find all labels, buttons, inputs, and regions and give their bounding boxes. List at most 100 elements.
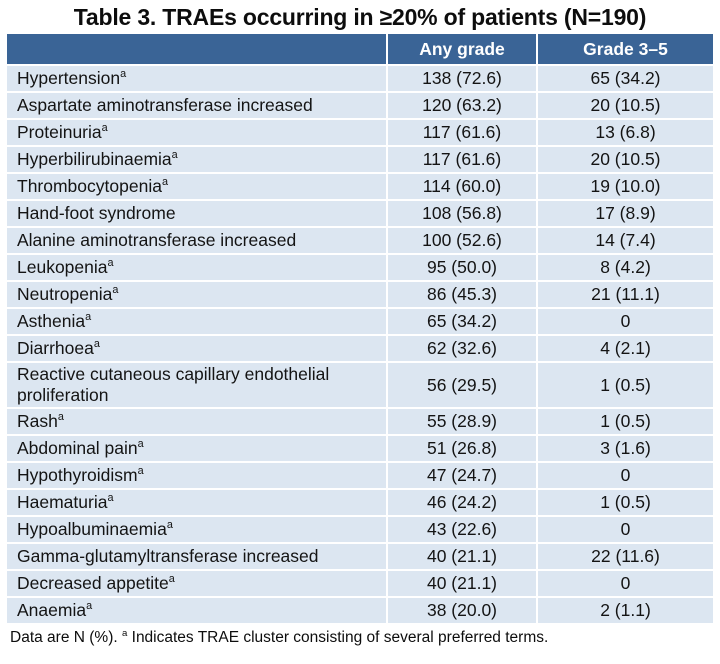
cluster-superscript-a: a <box>93 338 100 351</box>
grade-3-5-value: 65 (34.2) <box>536 64 713 93</box>
grade-3-5-value: 20 (10.5) <box>536 91 713 120</box>
table-row: Alanine aminotransferase increased 100 (5… <box>7 226 713 255</box>
grade-3-5-value: 3 (1.6) <box>536 434 713 463</box>
trae-table: Any grade Grade 3–5 Hypertensiona 138 (72… <box>7 34 713 625</box>
grade-3-5-value: 1 (0.5) <box>536 361 713 409</box>
cluster-superscript-a: a <box>137 438 144 451</box>
table-row: Thrombocytopeniaa 114 (60.0) 19 (10.0) <box>7 172 713 201</box>
adverse-event-label: Haematuriaa <box>7 488 388 517</box>
grade-3-5-value: 0 <box>536 569 713 598</box>
any-grade-value: 55 (28.9) <box>386 407 538 436</box>
cluster-superscript-a: a <box>57 411 64 424</box>
cluster-superscript-a: a <box>107 492 114 505</box>
grade-3-5-value: 0 <box>536 461 713 490</box>
table-row: Gamma-glutamyltransferase increased 40 (2… <box>7 542 713 571</box>
adverse-event-label: Hand-foot syndrome <box>7 199 388 228</box>
footnote: Data are N (%). a Indicates TRAE cluster… <box>0 625 720 647</box>
table-row: Aspartate aminotransferase increased 120 … <box>7 91 713 120</box>
table-row: Hypertensiona 138 (72.6) 65 (34.2) <box>7 64 713 93</box>
footnote-suffix: Indicates TRAE cluster consisting of sev… <box>127 629 549 646</box>
cluster-superscript-a: a <box>137 465 144 478</box>
any-grade-value: 120 (63.2) <box>386 91 538 120</box>
table-row: Reactive cutaneous capillary endothelial… <box>7 361 713 409</box>
any-grade-value: 86 (45.3) <box>386 280 538 309</box>
cluster-superscript-a: a <box>112 284 119 297</box>
grade-3-5-value: 19 (10.0) <box>536 172 713 201</box>
table-title: Table 3. TRAEs occurring in ≥20% of pati… <box>73 4 647 30</box>
table-row: Diarrhoeaa 62 (32.6) 4 (2.1) <box>7 334 713 363</box>
adverse-event-label: Hyperbilirubinaemiaa <box>7 145 388 174</box>
adverse-event-label: Thrombocytopeniaa <box>7 172 388 201</box>
adverse-event-label: Anaemiaa <box>7 596 388 625</box>
any-grade-value: 51 (26.8) <box>386 434 538 463</box>
grade-3-5-value: 0 <box>536 515 713 544</box>
grade-3-5-value: 2 (1.1) <box>536 596 713 625</box>
table-row: Abdominal paina 51 (26.8) 3 (1.6) <box>7 434 713 463</box>
any-grade-value: 117 (61.6) <box>386 145 538 174</box>
adverse-event-label: Proteinuriaa <box>7 118 388 147</box>
any-grade-value: 40 (21.1) <box>386 569 538 598</box>
cluster-superscript-a: a <box>85 311 92 324</box>
grade-3-5-value: 13 (6.8) <box>536 118 713 147</box>
cluster-superscript-a: a <box>101 122 108 135</box>
cluster-superscript-a: a <box>120 68 127 81</box>
header-any-grade: Any grade <box>386 34 538 66</box>
table-row: Astheniaa 65 (34.2) 0 <box>7 307 713 336</box>
any-grade-value: 100 (52.6) <box>386 226 538 255</box>
grade-3-5-value: 1 (0.5) <box>536 488 713 517</box>
any-grade-value: 65 (34.2) <box>386 307 538 336</box>
footnote-prefix: Data are N (%). <box>10 629 122 646</box>
header-event-column <box>7 34 388 66</box>
any-grade-value: 43 (22.6) <box>386 515 538 544</box>
adverse-event-label: Hypothyroidisma <box>7 461 388 490</box>
adverse-event-label: Neutropeniaa <box>7 280 388 309</box>
table-row: Hand-foot syndrome 108 (56.8) 17 (8.9) <box>7 199 713 228</box>
cluster-superscript-a: a <box>107 257 114 270</box>
adverse-event-label: Hypertensiona <box>7 64 388 93</box>
table-row: Proteinuriaa 117 (61.6) 13 (6.8) <box>7 118 713 147</box>
any-grade-value: 47 (24.7) <box>386 461 538 490</box>
cluster-superscript-a: a <box>161 176 168 189</box>
table-row: Rasha 55 (28.9) 1 (0.5) <box>7 407 713 436</box>
grade-3-5-value: 1 (0.5) <box>536 407 713 436</box>
adverse-event-label: Abdominal paina <box>7 434 388 463</box>
table-row: Hypothyroidisma 47 (24.7) 0 <box>7 461 713 490</box>
any-grade-value: 138 (72.6) <box>386 64 538 93</box>
any-grade-value: 38 (20.0) <box>386 596 538 625</box>
any-grade-value: 108 (56.8) <box>386 199 538 228</box>
table-row: Leukopeniaa 95 (50.0) 8 (4.2) <box>7 253 713 282</box>
table-row: Hypoalbuminaemiaa 43 (22.6) 0 <box>7 515 713 544</box>
grade-3-5-value: 20 (10.5) <box>536 145 713 174</box>
grade-3-5-value: 14 (7.4) <box>536 226 713 255</box>
table-row: Anaemiaa 38 (20.0) 2 (1.1) <box>7 596 713 625</box>
table-row: Haematuriaa 46 (24.2) 1 (0.5) <box>7 488 713 517</box>
any-grade-value: 114 (60.0) <box>386 172 538 201</box>
grade-3-5-value: 0 <box>536 307 713 336</box>
adverse-event-label: Diarrhoeaa <box>7 334 388 363</box>
cluster-superscript-a: a <box>86 600 93 613</box>
grade-3-5-value: 4 (2.1) <box>536 334 713 363</box>
table-row: Decreased appetitea 40 (21.1) 0 <box>7 569 713 598</box>
cluster-superscript-a: a <box>168 573 175 586</box>
any-grade-value: 56 (29.5) <box>386 361 538 409</box>
adverse-event-label: Aspartate aminotransferase increased <box>7 91 388 120</box>
adverse-event-label: Rasha <box>7 407 388 436</box>
grade-3-5-value: 21 (11.1) <box>536 280 713 309</box>
adverse-event-label: Astheniaa <box>7 307 388 336</box>
any-grade-value: 117 (61.6) <box>386 118 538 147</box>
table-header-row: Any grade Grade 3–5 <box>7 34 713 66</box>
header-grade-3-5: Grade 3–5 <box>536 34 713 66</box>
footnote-superscript-a: a <box>121 627 128 639</box>
any-grade-value: 62 (32.6) <box>386 334 538 363</box>
table-row: Neutropeniaa 86 (45.3) 21 (11.1) <box>7 280 713 309</box>
adverse-event-label: Decreased appetitea <box>7 569 388 598</box>
cluster-superscript-a: a <box>166 519 173 532</box>
table-row: Hyperbilirubinaemiaa 117 (61.6) 20 (10.5) <box>7 145 713 174</box>
grade-3-5-value: 8 (4.2) <box>536 253 713 282</box>
table-body: Hypertensiona 138 (72.6) 65 (34.2) Aspartat… <box>7 64 713 625</box>
grade-3-5-value: 17 (8.9) <box>536 199 713 228</box>
adverse-event-label: Alanine aminotransferase increased <box>7 226 388 255</box>
adverse-event-label: Reactive cutaneous capillary endothelial… <box>7 361 388 409</box>
any-grade-value: 95 (50.0) <box>386 253 538 282</box>
adverse-event-label: Gamma-glutamyltransferase increased <box>7 542 388 571</box>
